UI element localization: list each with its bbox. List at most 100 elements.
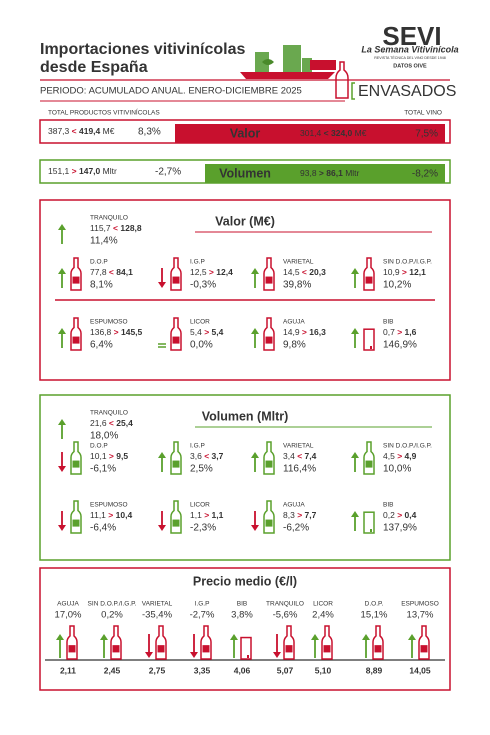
arrow-head bbox=[351, 268, 359, 274]
arrow-head bbox=[351, 511, 359, 517]
to: 16,3 bbox=[309, 327, 326, 337]
from: 5,4 bbox=[190, 327, 202, 337]
item-change: 8,1% bbox=[90, 280, 113, 291]
from: 12,5 bbox=[190, 267, 207, 277]
item-change: -0,3% bbox=[190, 280, 216, 291]
arrow-head bbox=[58, 328, 66, 334]
item-change: -2,3% bbox=[190, 523, 216, 534]
to: 12,4 bbox=[216, 267, 233, 277]
bib-tap bbox=[247, 655, 249, 658]
item-name: TRANQUILO bbox=[266, 601, 304, 608]
to: 3,7 bbox=[212, 451, 224, 461]
op: > bbox=[397, 327, 402, 337]
to: 145,5 bbox=[121, 327, 143, 337]
bracket bbox=[351, 82, 355, 100]
bottle-label bbox=[72, 460, 80, 468]
from: 151,1 bbox=[48, 166, 70, 176]
item-values: 21,6 < 25,4 bbox=[90, 418, 133, 428]
item-name: BIB bbox=[383, 502, 393, 509]
item-change: 9,8% bbox=[283, 340, 306, 351]
arrow-head bbox=[251, 268, 259, 274]
item-name: I.G.P bbox=[190, 443, 205, 450]
item-name: LICOR bbox=[190, 319, 210, 326]
item-values: 3,6 < 3,7 bbox=[190, 451, 224, 461]
item-change: -6,4% bbox=[90, 523, 116, 534]
op: > bbox=[114, 327, 119, 337]
item-name: TRANQUILO bbox=[90, 215, 128, 222]
op: > bbox=[319, 168, 324, 178]
arrow-head bbox=[58, 466, 66, 472]
bottle-label bbox=[202, 645, 210, 653]
item-price: 4,06 bbox=[234, 665, 251, 675]
bottle-label bbox=[285, 645, 293, 653]
title: Importaciones vitivinícolas bbox=[40, 41, 246, 58]
from: 301,4 bbox=[300, 128, 322, 138]
row-label: Valor bbox=[230, 126, 261, 140]
from: 14,5 bbox=[283, 267, 300, 277]
item-change: -6,1% bbox=[90, 464, 116, 475]
arrow-head bbox=[351, 328, 359, 334]
bottle-label bbox=[265, 460, 273, 468]
item-name: TRANQUILO bbox=[90, 410, 128, 417]
item-name: ESPUMOSO bbox=[90, 319, 128, 326]
to: 20,3 bbox=[309, 267, 326, 277]
item-change: 0,2% bbox=[101, 610, 123, 621]
bottle-label bbox=[323, 645, 331, 653]
unit: M€ bbox=[355, 128, 367, 138]
from: 4,5 bbox=[383, 451, 395, 461]
item-name: D.O.P. bbox=[365, 601, 384, 608]
logo-source: DATOS OIVE bbox=[393, 63, 427, 69]
item-change: 3,8% bbox=[231, 610, 253, 621]
segment: ENVASADOS bbox=[358, 83, 456, 100]
item-values: 136,8 > 145,5 bbox=[90, 327, 143, 337]
item-name: I.G.P bbox=[190, 259, 205, 266]
item-name: VARIETAL bbox=[283, 443, 314, 450]
left-values: 387,3 < 419,4 M€ bbox=[48, 126, 115, 136]
bottle-label bbox=[365, 460, 373, 468]
arrow-head bbox=[158, 452, 166, 458]
bottle-label bbox=[72, 276, 80, 284]
bib-icon bbox=[363, 511, 375, 534]
period: PERIODO: ACUMULADO ANUAL. ENERO-DICIEMBR… bbox=[40, 86, 302, 97]
op: > bbox=[204, 327, 209, 337]
item-name: BIB bbox=[383, 319, 393, 326]
from: 10,1 bbox=[90, 451, 107, 461]
row-label: Volumen bbox=[219, 166, 271, 180]
op: < bbox=[113, 223, 118, 233]
building bbox=[283, 45, 301, 72]
truck bbox=[310, 60, 336, 70]
item-values: 14,5 < 20,3 bbox=[283, 267, 326, 277]
panel bbox=[39, 394, 451, 561]
logo-tagline: REVISTA TÉCNICA DEL VINO DESDE 1948 bbox=[374, 55, 445, 60]
to: 0,4 bbox=[405, 510, 417, 520]
leaf bbox=[262, 59, 274, 65]
item-values: 8,3 > 7,7 bbox=[283, 510, 317, 520]
item-values: 10,9 > 12,1 bbox=[383, 267, 426, 277]
arrow-head bbox=[273, 652, 281, 658]
arrow-head bbox=[230, 634, 238, 640]
bottle-label bbox=[365, 276, 373, 284]
op: > bbox=[108, 510, 113, 520]
logo-name: La Semana Vitivinícola bbox=[361, 44, 458, 54]
unit: Mltr bbox=[345, 168, 359, 178]
op: > bbox=[297, 510, 302, 520]
item-change: 13,7% bbox=[407, 610, 434, 621]
op: < bbox=[297, 451, 302, 461]
right-values: 93,8 > 86,1 Mltr bbox=[300, 168, 360, 178]
from: 115,7 bbox=[90, 223, 111, 233]
item-price: 3,35 bbox=[194, 665, 211, 675]
op: > bbox=[72, 166, 77, 176]
from: 77,8 bbox=[90, 267, 107, 277]
item-name: VARIETAL bbox=[142, 601, 173, 608]
item-price: 5,10 bbox=[315, 665, 332, 675]
item-name: SIN D.O.P./I.G.P. bbox=[383, 443, 432, 450]
from: 8,3 bbox=[283, 510, 295, 520]
bottle-label bbox=[112, 645, 120, 653]
to: 1,6 bbox=[405, 327, 417, 337]
arrow-head bbox=[58, 268, 66, 274]
arrow-head bbox=[58, 419, 66, 425]
left-values: 151,1 > 147,0 Mltr bbox=[48, 166, 117, 176]
item-name: SIN D.O.P./I.G.P. bbox=[88, 601, 137, 608]
to: 10,4 bbox=[116, 510, 133, 520]
